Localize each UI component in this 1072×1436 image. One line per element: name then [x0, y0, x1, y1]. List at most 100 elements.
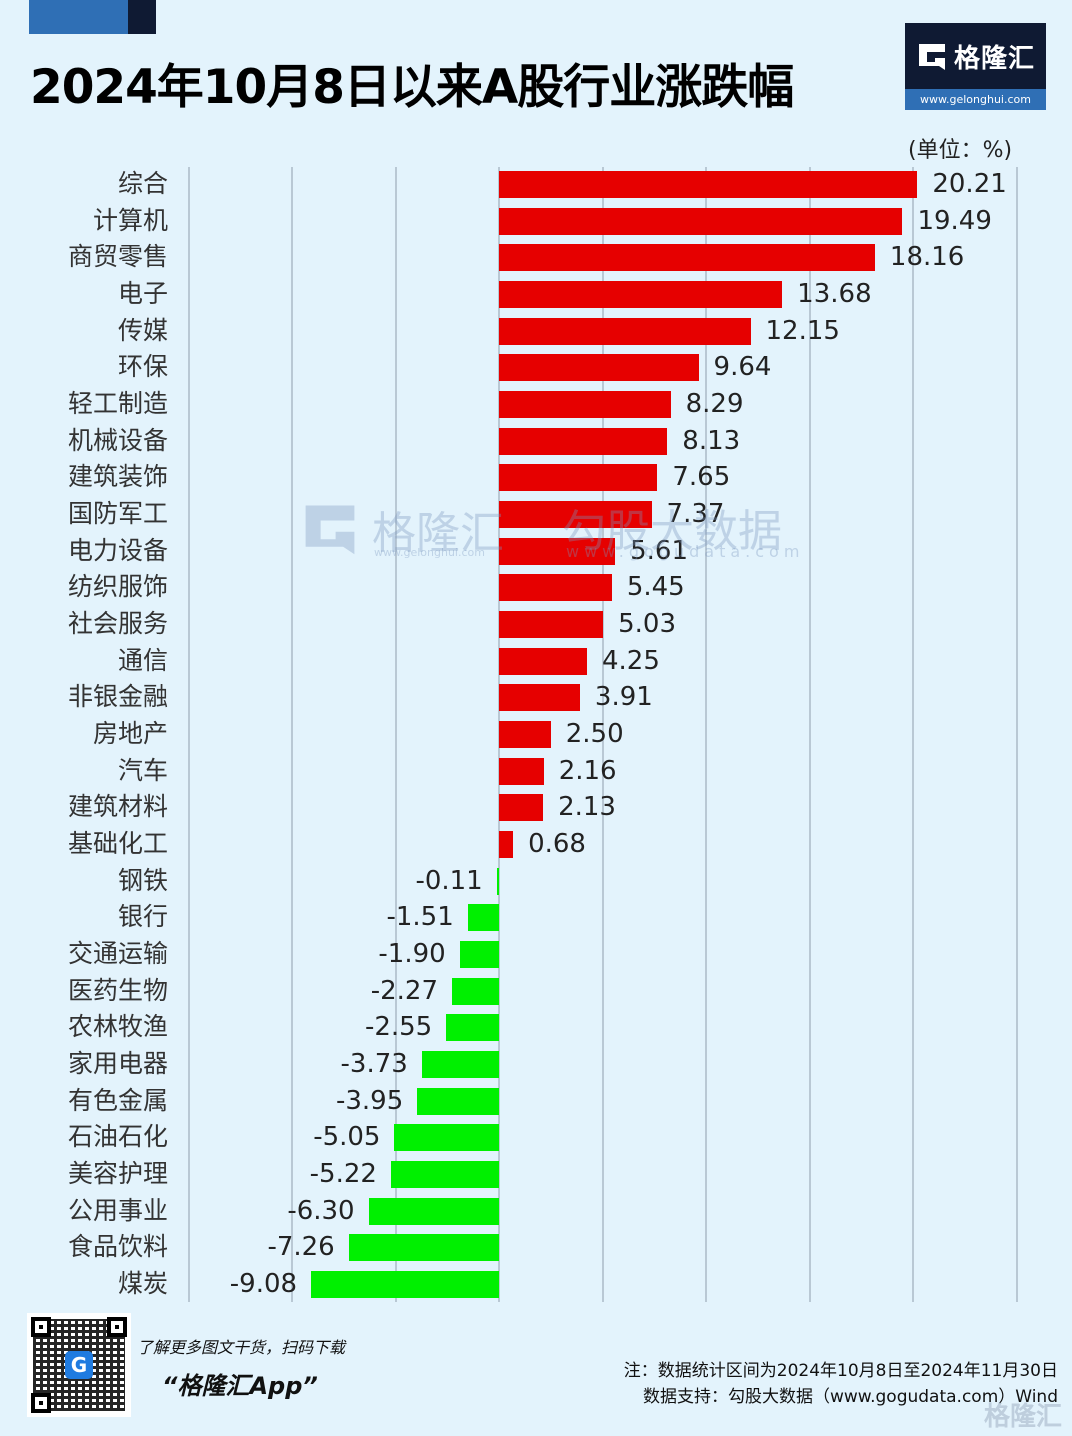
value-label: 13.68	[797, 279, 872, 309]
watermark-name: 格隆汇	[372, 508, 504, 559]
category-label: 基础化工	[67, 829, 168, 859]
category-label: 轻工制造	[67, 389, 168, 419]
bar	[417, 1087, 499, 1115]
header-accent-blue	[29, 0, 128, 34]
category-label: 医药生物	[67, 975, 168, 1005]
category-label: 计算机	[92, 205, 168, 235]
category-label: 非银金融	[67, 682, 168, 712]
bar	[421, 1051, 499, 1079]
category-label: 公用事业	[67, 1195, 168, 1225]
value-label: -5.05	[313, 1122, 381, 1153]
gridline	[808, 167, 811, 1302]
value-label: 18.16	[889, 242, 965, 273]
bar	[499, 354, 699, 382]
bar	[368, 1197, 499, 1225]
gridline	[291, 167, 293, 1302]
category-label: 汽车	[117, 755, 168, 785]
bar	[499, 574, 612, 602]
value-label: -6.30	[287, 1195, 355, 1226]
category-label: 银行	[117, 902, 168, 932]
value-label: 4.25	[601, 645, 660, 676]
promo-text: 了解更多图文干货，扫码下载	[137, 1338, 346, 1357]
category-label: 环保	[117, 352, 168, 382]
bar	[499, 537, 616, 565]
bar	[499, 281, 783, 308]
gridline	[187, 167, 190, 1302]
gridline	[912, 167, 914, 1302]
bar	[499, 207, 903, 235]
brand-logo: 格隆汇 www.gelonghui.com	[905, 23, 1046, 110]
logo-url: www.gelonghui.com	[905, 89, 1046, 110]
category-label: 建筑装饰	[67, 462, 168, 492]
promo-app-name: “格隆汇App”	[162, 1372, 318, 1400]
category-label: 有色金属	[67, 1085, 168, 1115]
watermark-bottom-right: 格隆汇	[983, 1402, 1062, 1432]
category-label: 交通运输	[67, 939, 168, 969]
logo-name: 格隆汇	[953, 43, 1035, 74]
category-label: 食品饮料	[67, 1232, 168, 1262]
category-label: 国防军工	[67, 499, 168, 529]
value-label: 2.13	[558, 792, 616, 823]
value-label: 8.13	[682, 425, 741, 456]
value-label: 5.45	[626, 572, 685, 603]
category-label: 电子	[117, 279, 168, 308]
bar	[499, 317, 751, 345]
value-label: 7.37	[666, 499, 725, 530]
value-label: -2.27	[370, 975, 439, 1006]
category-label: 石油石化	[67, 1122, 168, 1152]
bar	[390, 1161, 499, 1189]
gridline	[394, 167, 397, 1302]
note-data-source: 数据支持：勾股大数据（www.gogudata.com）Wind	[642, 1387, 1058, 1407]
value-label: -5.22	[309, 1159, 377, 1190]
bar	[348, 1234, 499, 1262]
category-label: 综合	[117, 169, 168, 198]
bar	[499, 501, 652, 529]
bar	[499, 391, 671, 419]
watermark-g-icon	[305, 505, 355, 555]
bar	[496, 867, 499, 895]
value-label: 2.16	[558, 755, 617, 786]
category-label: 家用电器	[67, 1049, 168, 1079]
qr-g-icon: G	[65, 1351, 93, 1379]
value-label: -1.90	[378, 939, 446, 970]
bar	[459, 941, 499, 969]
bar	[499, 684, 580, 712]
bar	[499, 171, 918, 198]
value-label: 3.91	[594, 682, 653, 713]
watermark-gogudata-name: 勾股大数据	[562, 506, 782, 557]
bar	[499, 794, 544, 822]
value-label: 5.61	[630, 535, 689, 566]
category-label: 建筑材料	[67, 792, 168, 822]
value-label: -1.51	[386, 902, 454, 933]
bar	[499, 647, 587, 675]
category-label: 纺织服饰	[67, 572, 168, 602]
note-date-range: 注：数据统计区间为2024年10月8日至2024年11月30日	[623, 1361, 1058, 1381]
value-label: -0.11	[415, 865, 483, 896]
category-label: 钢铁	[117, 865, 168, 895]
category-label: 商贸零售	[67, 242, 168, 272]
value-label: 12.15	[765, 315, 840, 346]
category-label: 社会服务	[67, 609, 168, 639]
value-label: 2.50	[565, 719, 624, 750]
value-label: -3.95	[335, 1085, 404, 1116]
bar	[499, 244, 875, 272]
bar	[499, 427, 668, 455]
category-label: 煤炭	[117, 1269, 168, 1299]
category-label: 机械设备	[67, 425, 168, 455]
value-label: -3.73	[340, 1049, 408, 1080]
bar	[499, 611, 604, 639]
gridline	[705, 167, 707, 1302]
qr-code: G	[27, 1313, 131, 1417]
category-label: 通信	[117, 645, 168, 675]
value-label: 20.21	[932, 169, 1007, 199]
value-label: 8.29	[685, 389, 744, 420]
value-label: -2.55	[364, 1012, 433, 1043]
category-label: 农林牧渔	[67, 1012, 168, 1042]
value-label: 9.64	[713, 352, 772, 383]
value-label: 19.49	[917, 205, 992, 236]
bar	[499, 831, 514, 859]
watermark-gogudata-url: www.gogudata.com	[566, 542, 805, 561]
gelonghui-g-icon	[918, 44, 945, 70]
bar	[394, 1124, 499, 1152]
unit-label: (单位：%)	[908, 138, 1013, 163]
